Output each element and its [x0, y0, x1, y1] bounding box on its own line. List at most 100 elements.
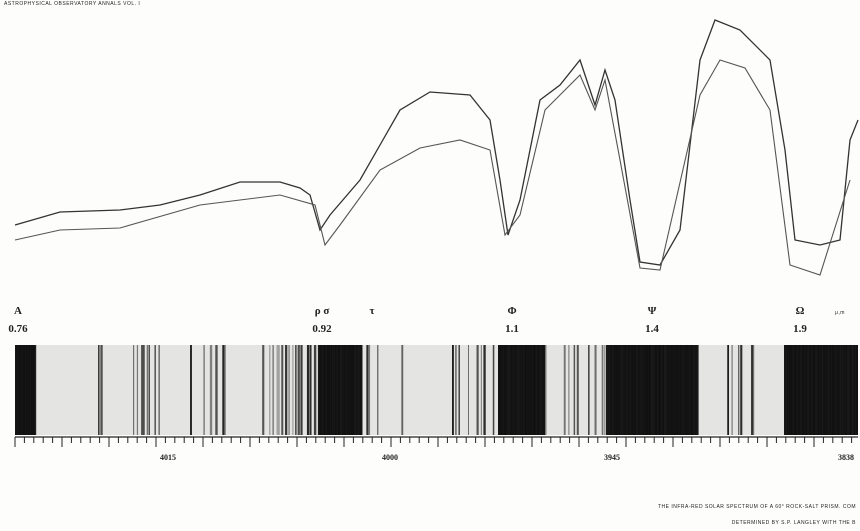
absorption-line [672, 345, 674, 435]
absorption-line [842, 345, 844, 435]
absorption-line [272, 345, 274, 435]
absorption-line [693, 345, 696, 435]
absorption-line [535, 345, 538, 435]
absorption-line [297, 345, 300, 435]
absorption-line [750, 345, 754, 435]
absorption-line [133, 345, 135, 435]
scale-label: 4015 [160, 453, 176, 462]
absorption-line [518, 345, 521, 435]
absorption-line [345, 345, 348, 435]
absorption-line [354, 345, 356, 435]
absorption-line [576, 345, 579, 435]
marker-value: 0.92 [312, 323, 332, 335]
absorption-line [601, 345, 604, 435]
absorption-line [821, 345, 824, 435]
absorption-line [740, 345, 743, 435]
absorption-line [851, 345, 854, 435]
absorption-line [17, 345, 19, 435]
absorption-line [684, 345, 686, 435]
absorption-line [209, 345, 213, 435]
absorption-line [288, 345, 290, 435]
header: ASTROPHYSICAL OBSERVATORY ANNALS VOL. I [4, 1, 140, 7]
caption-line: DETERMINED BY S.P. LANGLEY WITH THE B [732, 520, 856, 526]
absorption-line [844, 345, 846, 435]
absorption-line [541, 345, 543, 435]
absorption-line [318, 345, 320, 435]
marker-value: 1.1 [505, 323, 519, 335]
absorption-line [276, 345, 278, 435]
absorption-line [30, 345, 32, 435]
absorption-line [810, 345, 813, 435]
absorption-line [321, 345, 324, 435]
absorption-line [467, 345, 469, 435]
absorption-line [292, 345, 294, 435]
absorption-line [154, 345, 156, 435]
absorption-line [263, 345, 265, 435]
marker-value: 1.9 [793, 323, 807, 335]
absorption-line [401, 345, 404, 435]
absorption-line [667, 345, 669, 435]
absorption-line [359, 345, 361, 435]
absorption-line [480, 345, 482, 435]
absorption-line [573, 345, 576, 435]
absorption-line [309, 345, 312, 435]
absorption-line [502, 345, 504, 435]
absorption-line [455, 345, 457, 435]
absorption-line [594, 345, 597, 435]
absorption-line [357, 345, 360, 435]
scale-ticks [14, 437, 853, 447]
absorption-line [339, 345, 343, 435]
lower-curve [14, 59, 851, 276]
absorption-line [588, 345, 590, 435]
marker-symbol: Φ [507, 305, 516, 317]
absorption-line [644, 345, 646, 435]
upper-curve [14, 19, 859, 266]
marker-symbol: A [14, 305, 22, 317]
absorption-line [355, 345, 357, 435]
absorption-line [800, 345, 802, 435]
absorption-line [285, 345, 288, 435]
absorption-line [696, 345, 699, 435]
absorption-line [653, 345, 655, 435]
absorption-line [621, 345, 624, 435]
marker-symbol: Ω [796, 305, 805, 317]
scale-label: 3945 [604, 453, 620, 462]
absorption-line [611, 345, 614, 435]
absorption-line [203, 345, 205, 435]
absorption-line [798, 345, 800, 435]
absorption-line [148, 345, 150, 435]
absorption-line [731, 345, 733, 435]
absorption-line [804, 345, 806, 435]
absorption-line [377, 345, 379, 435]
absorption-line [158, 345, 160, 435]
absorption-line [306, 345, 310, 435]
absorption-line [366, 345, 369, 435]
absorption-line [629, 345, 631, 435]
absorption-line [738, 345, 740, 435]
absorption-line [831, 345, 833, 435]
caption-line: THE INFRA-RED SOLAR SPECTRUM OF A 60° RO… [658, 504, 856, 510]
marker-value: 1.4 [645, 323, 659, 335]
absorption-line [34, 345, 37, 435]
absorption-line [531, 345, 534, 435]
absorption-line [333, 345, 336, 435]
absorption-line [815, 345, 818, 435]
absorption-line [689, 345, 692, 435]
absorption-line [513, 345, 515, 435]
marker-value: 0.76 [8, 323, 28, 335]
absorption-line [100, 345, 103, 435]
absorption-line [839, 345, 842, 435]
absorption-bands [15, 345, 858, 435]
absorption-line [687, 345, 689, 435]
absorption-line [342, 345, 344, 435]
absorption-line [523, 345, 525, 435]
absorption-line [847, 345, 850, 435]
absorption-line [329, 345, 331, 435]
absorption-line [529, 345, 531, 435]
absorption-line [300, 345, 303, 435]
absorption-line [825, 345, 827, 435]
absorption-line [369, 345, 371, 435]
absorption-line [807, 345, 810, 435]
absorption-line [656, 345, 659, 435]
